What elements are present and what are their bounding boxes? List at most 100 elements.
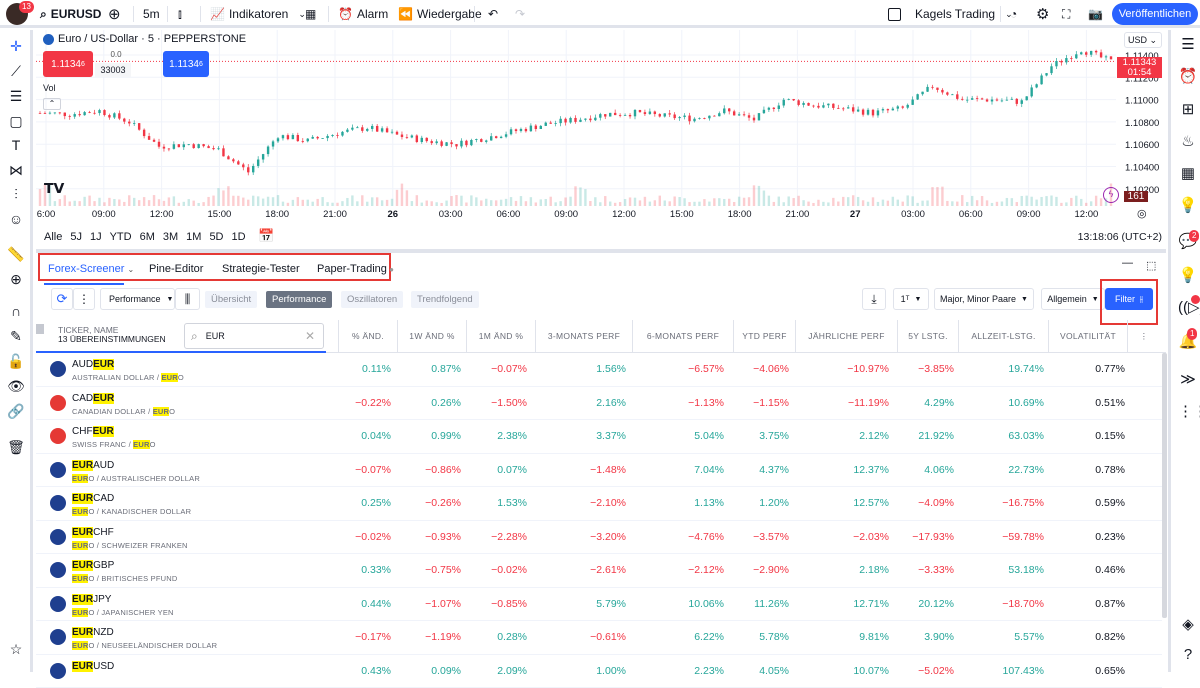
column-header[interactable]: ALLZEIT-LSTG. [958,320,1048,352]
column-header[interactable]: YTD PERF [733,320,795,352]
layouts-grid-icon[interactable]: ▦ [305,4,316,24]
column-header[interactable]: 1W ÄND % [397,320,466,352]
resize-handle-icon[interactable] [36,324,44,334]
column-header[interactable]: JÄHRLICHE PERF [795,320,897,352]
ticker-symbol[interactable]: EURUSD [72,661,114,672]
table-scrollbar[interactable] [1162,353,1167,618]
ticker-symbol[interactable]: AUDEUR [72,359,114,370]
range-alle[interactable]: Alle [44,231,62,243]
favorites-star-icon[interactable]: ☆ [7,640,25,658]
lightbulb-icon[interactable]: 💡 [1178,266,1198,286]
view-overview[interactable]: Übersicht [205,291,257,308]
interval-select[interactable]: 1ᵀ▼ [893,288,929,310]
interval-button[interactable]: 5m [143,4,160,24]
tab-forex-screener[interactable]: Forex-Screener ⌄ [48,263,134,275]
ticker-symbol[interactable]: CHFEUR [72,426,114,437]
hotlist-flame-icon[interactable]: ♨ [1178,132,1198,152]
text-icon[interactable]: T [7,136,25,154]
more-options-icon[interactable]: ⋮ [73,288,95,310]
view-trend[interactable]: Trendfolgend [411,291,479,308]
column-options-icon[interactable]: ⋮ [1127,320,1160,352]
axis-settings-icon[interactable]: ◎ [1137,207,1147,220]
range-ytd[interactable]: YTD [110,231,132,243]
lightning-icon[interactable]: ϟ [1103,187,1119,203]
ideas-lightbulb-icon[interactable]: 💡 [1178,196,1198,216]
currency-select[interactable]: USD ⌄ [1124,32,1162,48]
columns-icon[interactable]: ⫼ [175,288,200,310]
link-icon[interactable]: 🔗 [7,402,25,420]
redo-icon[interactable]: ↷ [515,4,525,24]
layers-icon[interactable]: ◈ [1178,615,1198,635]
pattern-icon[interactable]: ⋈ [7,161,25,179]
tab-pine-editor[interactable]: Pine-Editor [149,263,203,275]
ticker-symbol[interactable]: EURNZD [72,627,114,638]
dom-icon[interactable]: ⋮⋮ [1178,402,1198,422]
alarm-clock-icon[interactable]: ⏰ [1178,67,1198,87]
clear-search-icon[interactable]: ✕ [305,329,315,343]
table-row[interactable]: CADEUR CANADIAN DOLLAR / EURO−0.22%0.26%… [36,387,1162,421]
general-select[interactable]: Allgemein▼ [1041,288,1105,310]
range-6m[interactable]: 6M [140,231,155,243]
ticker-symbol[interactable]: CADEUR [72,393,114,404]
trash-icon[interactable]: 🗑 [7,438,25,456]
quick-search-icon[interactable]: ◔ [1010,4,1017,24]
table-row[interactable]: EURCHF EURO / SCHWEIZER FRANKEN−0.02%−0.… [36,521,1162,555]
add-symbol-icon[interactable]: ⊕ [108,4,121,24]
tab-strategy-tester[interactable]: Strategie-Tester [222,263,300,275]
range-1m[interactable]: 1M [186,231,201,243]
fullscreen-icon[interactable]: ⛶ [1062,4,1070,24]
table-row[interactable]: EURAUD EURO / AUSTRALISCHER DOLLAR−0.07%… [36,454,1162,488]
layout-menu[interactable]: Kagels Trading⌄ [888,4,1013,24]
date-range-icon[interactable]: 📅 [258,228,274,244]
calendar-icon[interactable]: ▦ [1178,164,1198,184]
eye-icon[interactable]: 👁 [7,377,25,395]
collapse-chevron-icon[interactable]: ⌃ [43,98,61,110]
column-header[interactable]: 1M ÄND % [466,320,535,352]
emoji-icon[interactable]: ☺ [7,210,25,228]
tab-paper-trading[interactable]: Paper-Trading ● [317,263,394,275]
alarm-button[interactable]: ⏰Alarm [338,4,388,24]
pairs-select[interactable]: Major, Minor Paare▼ [934,288,1034,310]
ticker-symbol[interactable]: EURCHF [72,527,114,538]
collapse-chevrons-icon[interactable]: ≫ [1178,370,1198,390]
view-oscillators[interactable]: Oszillatoren [341,291,403,308]
lock-icon[interactable]: 🔓 [7,352,25,370]
refresh-icon[interactable]: ⟳ [51,288,73,310]
forecast-icon[interactable]: ⫶ [7,185,25,203]
trendline-icon[interactable]: ⟋ [7,62,25,80]
column-header[interactable]: % ÄND. [338,320,397,352]
preset-select[interactable]: Performance▼ [100,288,175,310]
settings-gear-icon[interactable]: ⚙ [1036,4,1049,24]
help-icon[interactable]: ? [1178,645,1198,665]
column-header[interactable]: 5Y LSTG. [897,320,958,352]
watchlist-icon[interactable]: ☰ [1178,35,1198,55]
column-header[interactable]: 6-MONATS PERF [632,320,733,352]
camera-icon[interactable]: 📷 [1088,4,1103,24]
symbol-search-button[interactable]: ⌕EURUSD [40,4,101,24]
maximize-panel-icon[interactable]: ⬚ [1146,259,1156,272]
ticker-symbol[interactable]: EURGBP [72,560,114,571]
price-chart[interactable]: 1.114001.112001.110001.108001.106001.104… [36,30,1166,226]
ticker-search-input[interactable]: ⌕EUR✕ [184,323,324,349]
undo-icon[interactable]: ↶ [488,4,498,24]
column-header[interactable]: 3-MONATS PERF [535,320,632,352]
crosshair-icon[interactable]: ✛ [7,37,25,55]
magnet-icon[interactable]: ∩ [7,302,25,320]
range-5d[interactable]: 5D [209,231,223,243]
candles-icon[interactable]: ⫾ [178,4,182,24]
ticker-symbol[interactable]: EURJPY [72,594,111,605]
replay-button[interactable]: ⏪Wiedergabe [398,4,482,24]
download-icon[interactable]: ⤓ [862,288,886,310]
column-header[interactable]: VOLATILITÄT [1048,320,1127,352]
table-row[interactable]: EURNZD EURO / NEUSEELÄNDISCHER DOLLAR−0.… [36,621,1162,655]
add-list-icon[interactable]: ⊞ [1178,100,1198,120]
ruler-icon[interactable]: 📏 [7,245,25,263]
range-1d[interactable]: 1D [232,231,246,243]
